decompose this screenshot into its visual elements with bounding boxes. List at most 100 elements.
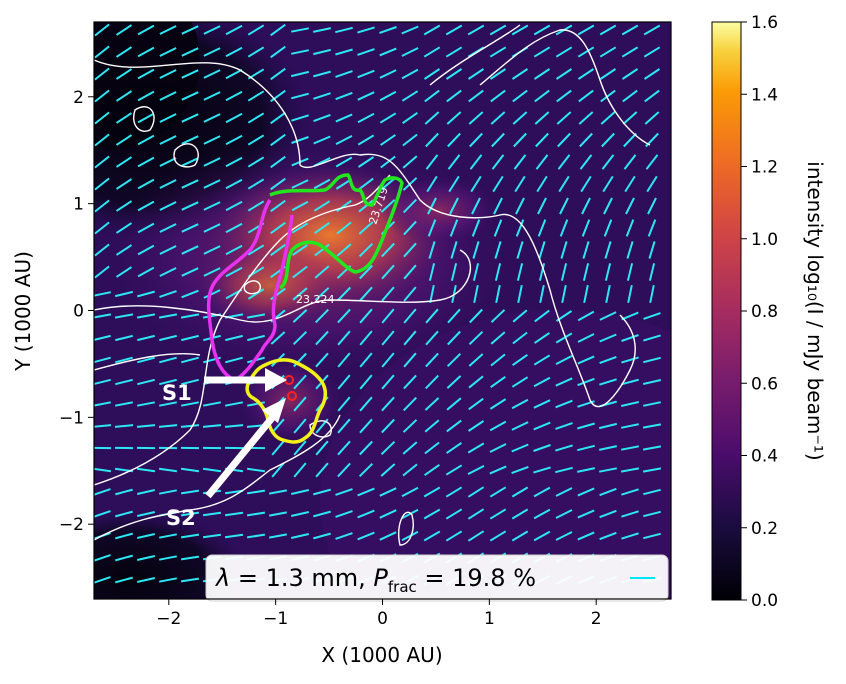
y-tick-label: 0 xyxy=(73,302,84,322)
polarization-vector xyxy=(604,241,612,259)
polarization-vector xyxy=(577,509,595,519)
polarization-vector xyxy=(291,27,309,33)
polarization-vector xyxy=(620,423,640,429)
polarization-vector xyxy=(447,330,461,346)
polarization-vector xyxy=(247,90,265,102)
polarization-vector xyxy=(468,375,484,389)
polarization-vector xyxy=(379,509,397,519)
polarization-vector xyxy=(159,135,177,145)
polarization-vector xyxy=(577,355,595,365)
polarization-vector xyxy=(292,309,308,323)
polarization-vector xyxy=(270,133,286,147)
polarization-vector xyxy=(429,284,435,304)
polarization-vector xyxy=(533,508,551,520)
polarization-vector xyxy=(337,352,351,368)
polarization-vector xyxy=(290,49,310,55)
polarization-vector xyxy=(115,266,133,278)
polarization-vector xyxy=(158,467,178,473)
polarization-vector xyxy=(181,289,199,299)
polarization-vector xyxy=(513,154,527,170)
polarization-vector xyxy=(467,442,485,454)
polarization-vector xyxy=(577,68,595,80)
polarization-vector xyxy=(513,132,527,148)
polarization-vector xyxy=(94,401,111,407)
polarization-vector xyxy=(642,379,662,385)
polarization-vector xyxy=(381,308,395,324)
polarization-vector xyxy=(335,70,353,78)
polarization-vector xyxy=(225,112,243,124)
polarization-vector xyxy=(202,533,222,539)
polarization-vector xyxy=(313,48,331,56)
polarization-vector xyxy=(181,356,199,364)
polarization-vector xyxy=(511,68,529,80)
polarization-vector xyxy=(225,90,243,102)
polarization-vector xyxy=(336,199,352,213)
polarization-vector xyxy=(648,263,656,281)
polarization-vector xyxy=(225,356,243,364)
polarization-vector xyxy=(159,25,177,35)
polarization-vector xyxy=(445,508,463,520)
polarization-vector xyxy=(292,287,308,301)
polarization-vector xyxy=(621,24,639,36)
polarization-vector xyxy=(468,89,484,103)
polarization-vector xyxy=(490,111,506,125)
polarization-vector xyxy=(291,200,309,212)
polarization-vector xyxy=(490,353,506,367)
polarization-vector xyxy=(582,263,590,281)
polarization-vector xyxy=(358,177,374,191)
polarization-vector xyxy=(555,487,573,497)
polarization-vector xyxy=(491,154,505,170)
polarization-vector xyxy=(159,290,177,298)
source-s2-marker[interactable] xyxy=(287,391,297,401)
polarization-vector xyxy=(291,92,309,100)
polarization-vector xyxy=(423,24,441,36)
polarization-vector xyxy=(539,284,545,304)
polarization-vector xyxy=(379,487,397,497)
polarization-vector xyxy=(137,200,155,212)
polarization-vector xyxy=(642,423,662,429)
polarization-vector xyxy=(447,132,461,148)
polarization-vector xyxy=(159,555,177,561)
polarization-vector xyxy=(402,198,418,214)
polarization-vector xyxy=(468,330,484,346)
polarization-vector xyxy=(489,46,507,58)
polarization-vector xyxy=(577,487,595,497)
polarization-vector xyxy=(402,396,418,412)
polarization-vector xyxy=(424,419,440,433)
polarization-vector xyxy=(467,465,485,475)
polarization-vector xyxy=(180,577,200,583)
polarization-vector xyxy=(424,89,440,103)
polarization-vector xyxy=(645,154,659,170)
polarization-vector xyxy=(561,284,567,304)
polarization-vector xyxy=(403,352,417,368)
polarization-vector xyxy=(115,334,133,342)
polarization-vector xyxy=(627,284,633,304)
polarization-vector xyxy=(577,377,595,387)
polarization-vector xyxy=(137,356,155,364)
polarization-vector xyxy=(559,197,569,215)
polarization-vector xyxy=(450,263,458,281)
polarization-vector xyxy=(180,533,200,539)
polarization-vector xyxy=(357,69,375,79)
polarization-vector xyxy=(472,241,480,259)
polarization-vector xyxy=(534,332,550,344)
polarization-vector xyxy=(583,284,589,304)
polarization-vector xyxy=(576,467,596,473)
polarization-vector xyxy=(380,199,396,213)
polarization-vector xyxy=(473,284,479,304)
polarization-vector xyxy=(643,532,661,540)
polarization-vector xyxy=(358,221,374,235)
polarization-vector xyxy=(598,445,618,451)
polarization-vector xyxy=(495,284,501,304)
polarization-vector xyxy=(115,24,133,36)
polarization-vector xyxy=(514,175,526,193)
polarization-vector xyxy=(94,291,112,297)
polarization-vector xyxy=(577,444,595,452)
polarization-vector xyxy=(425,132,439,148)
polarization-vector xyxy=(626,241,634,259)
polarization-vector xyxy=(247,112,265,124)
polarization-vector xyxy=(403,220,417,236)
polarization-vector xyxy=(403,264,417,280)
polarization-vector xyxy=(181,378,199,386)
polarization-vector xyxy=(467,530,485,542)
